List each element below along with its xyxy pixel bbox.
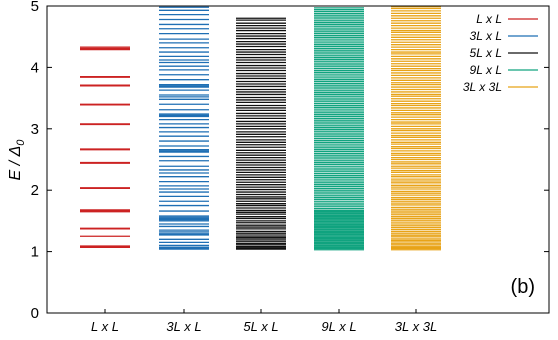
x-category-label: 5L x L (243, 319, 278, 334)
y-tick-label: 5 (31, 0, 39, 15)
y-tick-label: 1 (31, 244, 39, 261)
y-tick-label: 2 (31, 182, 39, 199)
x-category-label: 9L x L (321, 319, 356, 334)
legend-label: L x L (476, 12, 502, 26)
series-3lxl (159, 6, 209, 250)
legend: L x L 3L x L 5L x L 9L x L 3L x 3L (463, 12, 538, 94)
x-axis: L x L 3L x L 5L x L 9L x L 3L x 3L (91, 309, 437, 334)
y-axis: 0 1 2 3 4 5 (31, 0, 549, 322)
legend-label: 5L x L (470, 46, 502, 60)
legend-label: 3L x 3L (463, 80, 502, 94)
energy-levels (80, 5, 441, 251)
legend-item: 5L x L (470, 46, 538, 60)
x-category-label: 3L x 3L (395, 319, 437, 334)
y-tick-label: 4 (31, 59, 39, 76)
x-category-label: 3L x L (166, 319, 201, 334)
series-9lxl (314, 7, 364, 251)
y-tick-label: 3 (31, 121, 39, 138)
panel-label: (b) (511, 276, 535, 298)
series-5lxl (236, 17, 286, 250)
y-axis-label: E / Δ0 (7, 139, 27, 181)
series-lxl (80, 46, 130, 248)
legend-item: L x L (476, 12, 538, 26)
legend-label: 3L x L (470, 29, 502, 43)
y-tick-label: 0 (31, 305, 39, 322)
x-category-label: L x L (91, 319, 119, 334)
legend-item: 3L x 3L (463, 80, 538, 94)
legend-item: 3L x L (470, 29, 538, 43)
y-axis-label-subscript: 0 (15, 139, 27, 146)
legend-label: 9L x L (470, 63, 502, 77)
y-axis-label-main: E / Δ (7, 146, 24, 181)
series-3lx3l (391, 5, 441, 251)
legend-item: 9L x L (470, 63, 538, 77)
plot-frame (46, 5, 550, 314)
